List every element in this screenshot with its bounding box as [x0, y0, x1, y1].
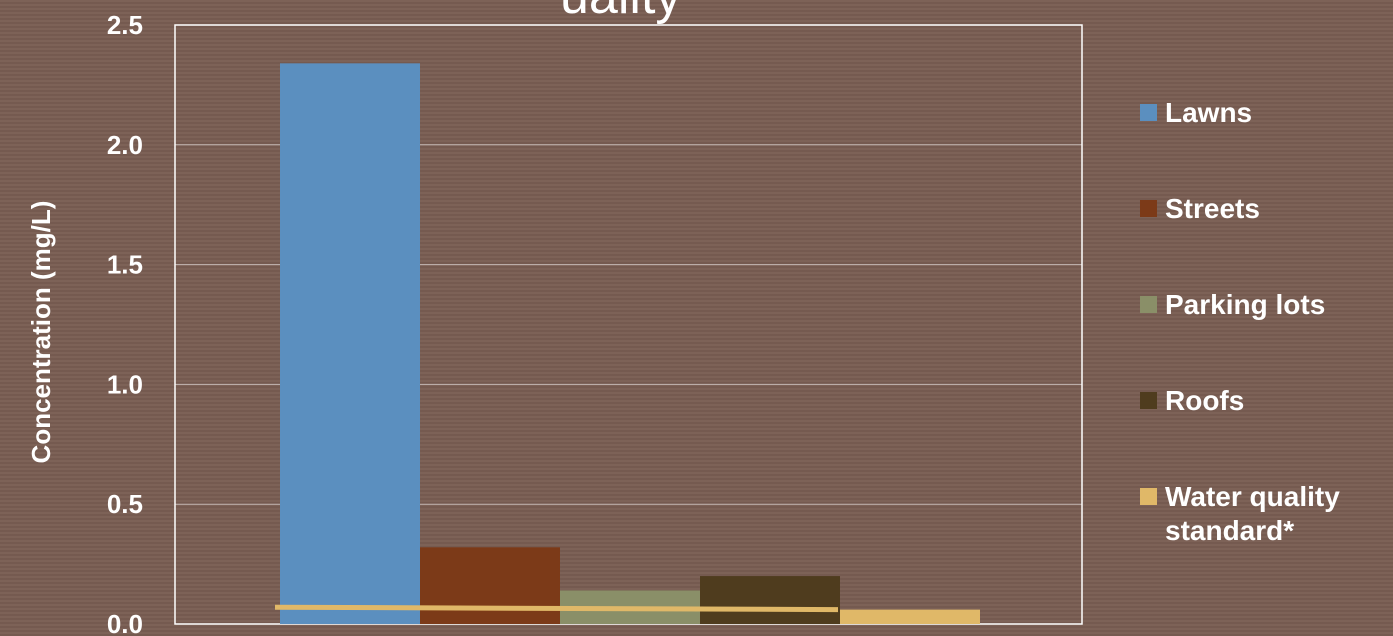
y-axis-ticks: 0.0 0.5 1.0 1.5 2.0 2.5: [107, 10, 143, 636]
legend-item: Lawns: [1140, 96, 1252, 130]
water-quality-standard-line: [274, 604, 839, 613]
legend-swatch: [1140, 296, 1157, 313]
legend-item: Roofs: [1140, 384, 1244, 418]
y-tick-label: 0.0: [107, 609, 143, 636]
legend-swatch: [1140, 104, 1157, 121]
legend-label: Lawns: [1165, 97, 1253, 128]
legend-item: Streets: [1140, 192, 1260, 226]
legend-label: Roofs: [1165, 385, 1245, 416]
bar-streets: [420, 547, 560, 624]
legend-swatch: [1140, 200, 1157, 217]
legend-label: Water quality standard*: [1165, 481, 1340, 546]
chart-title-fragment: uality: [560, 0, 880, 40]
y-tick-label: 1.0: [107, 369, 143, 399]
y-axis-title: Concentration (mg/L): [26, 201, 56, 464]
legend-item: Water quality standard*: [1140, 480, 1380, 548]
y-tick-label: 2.5: [107, 10, 143, 40]
bar-water-quality-standard: [840, 609, 980, 624]
y-tick-label: 0.5: [107, 489, 143, 519]
bar-roofs: [700, 576, 840, 624]
legend-item: Parking lots: [1140, 288, 1325, 322]
legend-label: Parking lots: [1165, 289, 1326, 320]
bars: [280, 63, 980, 624]
bar-lawns: [280, 63, 420, 624]
legend-label: Streets: [1165, 193, 1260, 224]
legend-swatch: [1140, 392, 1157, 409]
y-tick-label: 2.0: [107, 130, 143, 160]
legend-swatch: [1140, 488, 1157, 505]
y-tick-label: 1.5: [107, 250, 143, 280]
